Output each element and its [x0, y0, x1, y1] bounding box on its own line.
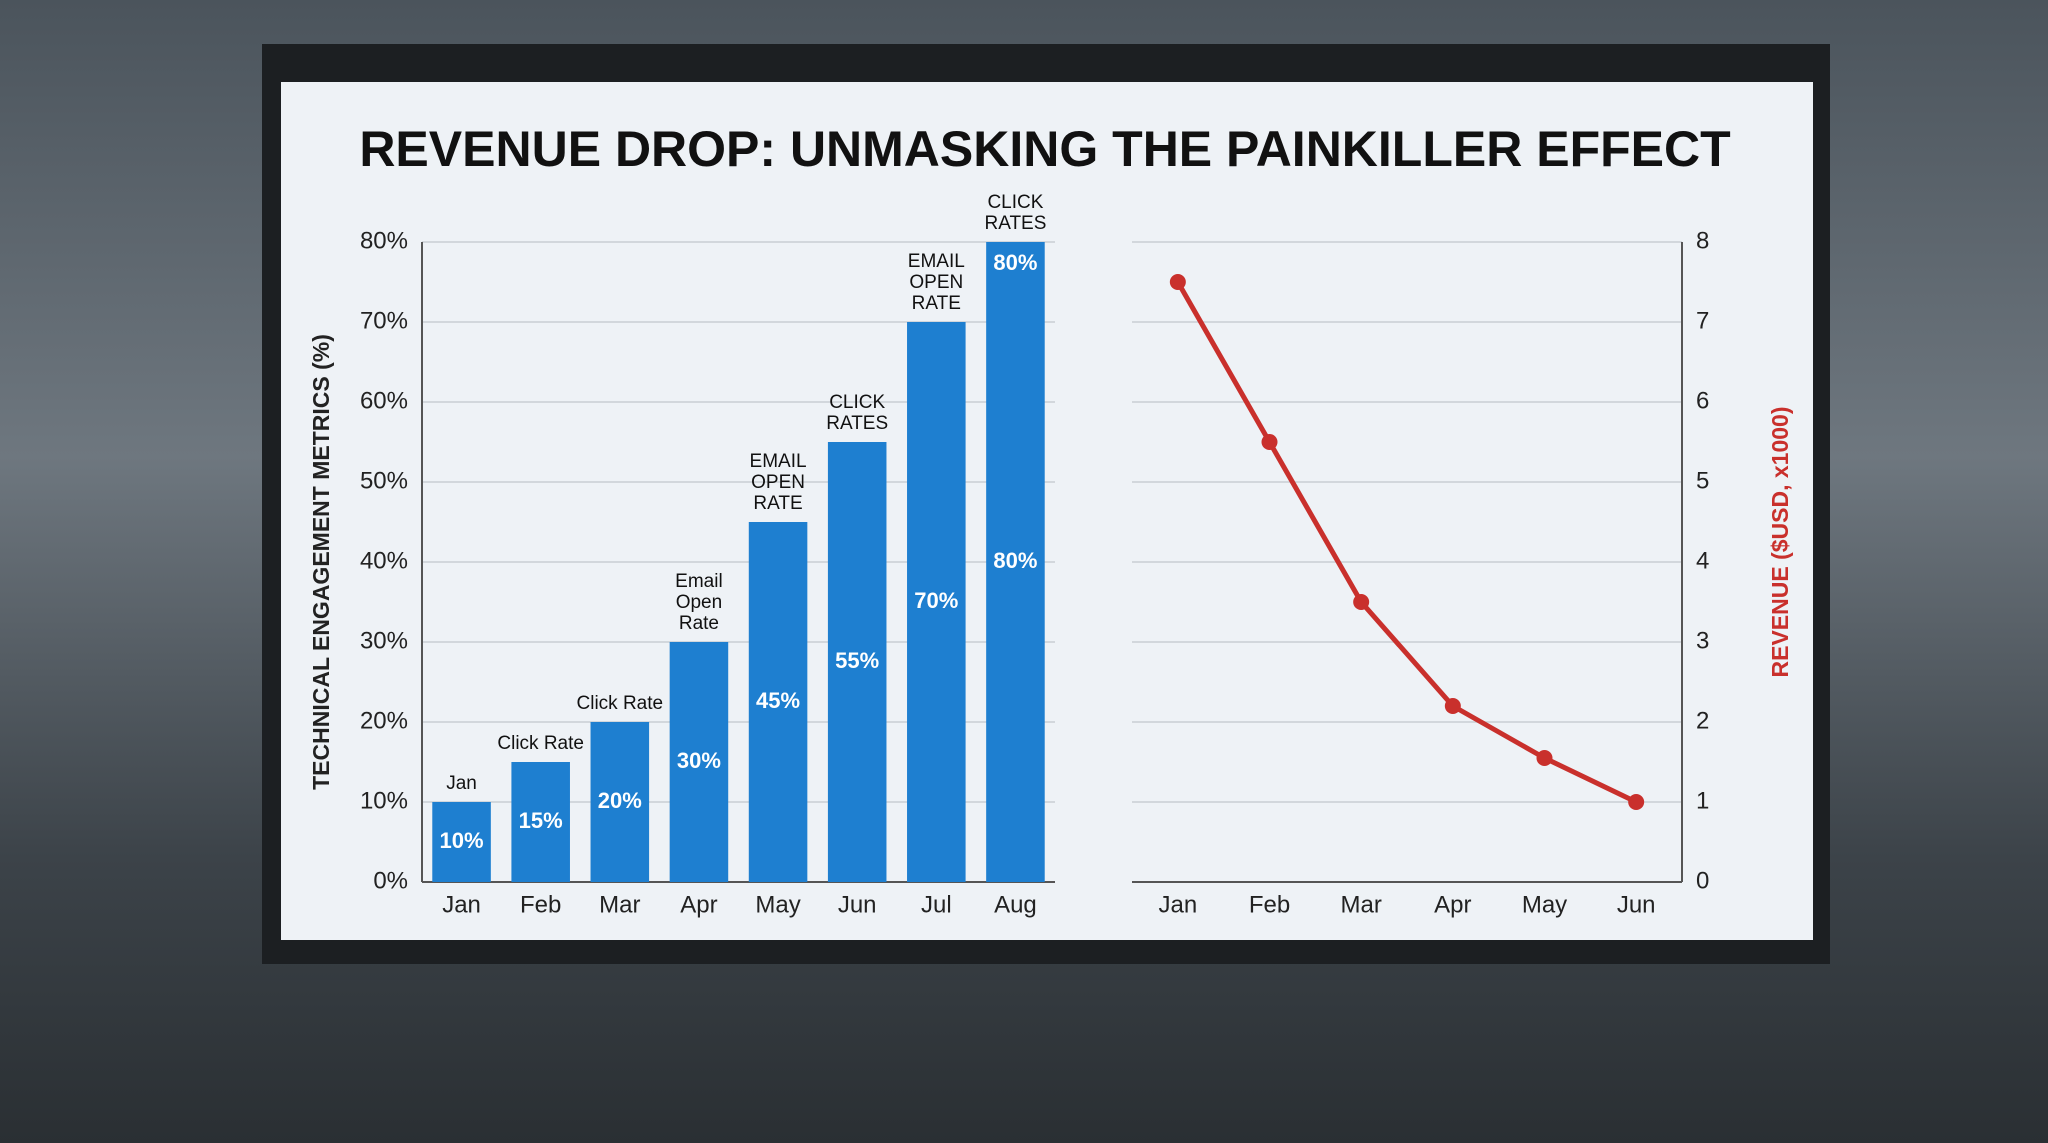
bar-annotation: Click Rate: [497, 733, 584, 754]
line-point: [1536, 750, 1553, 766]
bar: [827, 442, 887, 882]
y-tick-label: 6: [1696, 387, 1709, 414]
bar-annotation: Jan: [446, 773, 477, 794]
y-tick-label: 7: [1696, 307, 1709, 334]
line-point: [1261, 434, 1278, 450]
y-tick-label: 70%: [360, 307, 408, 334]
chart-title: REVENUE DROP: UNMASKING THE PAINKILLER E…: [359, 121, 1730, 177]
y-axis-label: REVENUE ($USD, x1000): [1767, 407, 1793, 678]
value-label: 70%: [914, 588, 958, 613]
y-tick-label: 10%: [360, 787, 408, 814]
y-tick-label: 3: [1696, 627, 1709, 654]
x-tick-label: Jul: [921, 891, 952, 918]
y-tick-label: 30%: [360, 627, 408, 654]
bar-annotation: Email Open Rate: [675, 571, 723, 634]
bar: [748, 522, 808, 882]
y-tick-label: 0: [1696, 867, 1709, 894]
y-tick-label: 50%: [360, 467, 408, 494]
bar: [669, 642, 729, 882]
y-tick-label: 20%: [360, 707, 408, 734]
bar-annotation: EMAIL OPEN RATE: [907, 251, 965, 314]
line-point: [1628, 794, 1645, 810]
bar: [590, 722, 650, 882]
value-label: 15%: [519, 808, 563, 833]
y-tick-label: 1: [1696, 787, 1709, 814]
y-tick-label: 40%: [360, 547, 408, 574]
x-tick-label: May: [755, 891, 800, 918]
x-tick-label: Feb: [520, 891, 561, 918]
x-tick-label: Mar: [1340, 891, 1381, 918]
value-label: 10%: [440, 828, 484, 853]
bar: [511, 762, 570, 882]
y-tick-label: 4: [1696, 547, 1709, 574]
x-tick-label: Apr: [1434, 891, 1471, 918]
bar-annotation: EMAIL OPEN RATE: [749, 451, 807, 514]
value-label: 45%: [756, 688, 800, 713]
line-point: [1169, 274, 1186, 290]
bar-annotation: CLICK RATES: [826, 392, 889, 434]
x-tick-label: Apr: [680, 891, 717, 918]
bar: [907, 322, 966, 882]
value-label: 80%: [993, 548, 1037, 573]
y-axis-label: TECHNICAL ENGAGEMENT METRICS (%): [308, 334, 334, 790]
x-tick-label: Jun: [838, 891, 877, 918]
y-tick-label: 60%: [360, 387, 408, 414]
x-tick-label: Jun: [1617, 891, 1656, 918]
value-label: 20%: [598, 788, 642, 813]
y-tick-label: 8: [1696, 227, 1709, 254]
x-tick-label: Aug: [994, 891, 1037, 918]
line-point: [1444, 698, 1461, 714]
bar-annotation: CLICK RATES: [984, 192, 1047, 234]
line: [1175, 280, 1638, 805]
line-point: [1353, 594, 1370, 610]
y-tick-label: 5: [1696, 467, 1709, 494]
bar-annotation: Click Rate: [576, 693, 664, 714]
value-label: 30%: [677, 748, 721, 773]
x-tick-label: Jan: [442, 891, 481, 918]
value-label: 55%: [835, 648, 879, 673]
y-tick-label: 2: [1696, 707, 1709, 734]
bar: [986, 242, 1045, 882]
x-tick-label: Mar: [599, 891, 640, 918]
x-tick-label: May: [1522, 891, 1567, 918]
x-tick-label: Feb: [1249, 891, 1290, 918]
bar: [432, 802, 491, 882]
y-tick-label: 80%: [360, 227, 408, 254]
x-tick-label: Jan: [1158, 891, 1197, 918]
top-value-label: 80%: [993, 250, 1037, 275]
y-tick-label: 0%: [373, 867, 408, 894]
